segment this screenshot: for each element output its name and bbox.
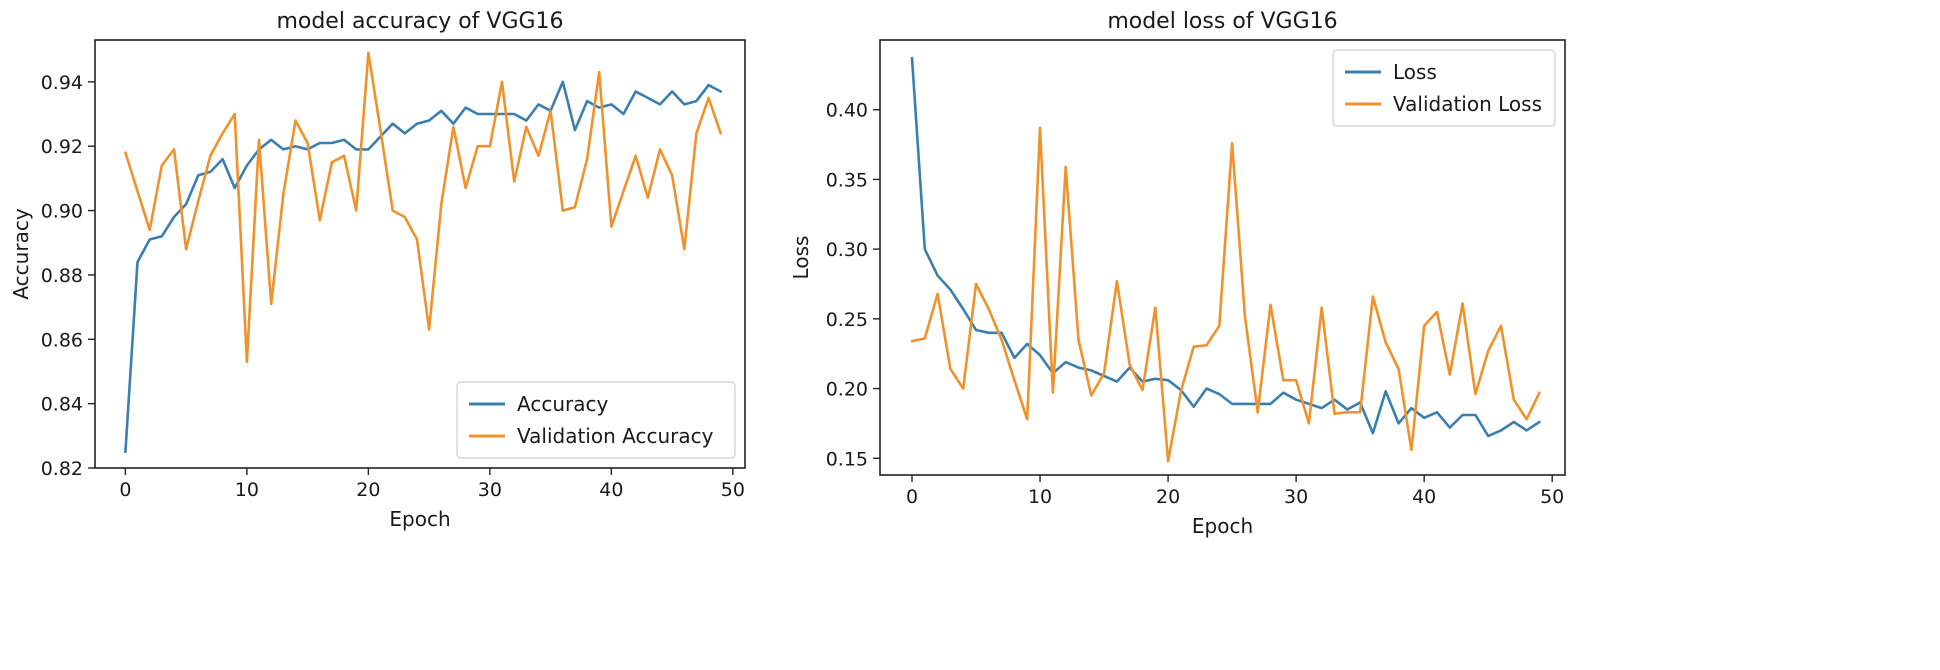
x-tick-label: 20 bbox=[356, 479, 380, 501]
y-tick-label: 0.84 bbox=[41, 394, 83, 416]
series-line-validation-loss bbox=[910, 126, 1541, 463]
legend-label: Loss bbox=[1393, 60, 1437, 84]
y-tick-label: 0.86 bbox=[41, 329, 83, 351]
x-tick-label: 10 bbox=[235, 479, 259, 501]
x-tick-label: 30 bbox=[1284, 486, 1308, 508]
x-tick-label: 50 bbox=[721, 479, 745, 501]
chart-title: model accuracy of VGG16 bbox=[276, 9, 563, 34]
y-tick-label: 0.82 bbox=[41, 458, 83, 480]
y-tick-label: 0.35 bbox=[826, 169, 868, 191]
chart-title: model loss of VGG16 bbox=[1107, 9, 1337, 34]
y-axis-label: Accuracy bbox=[9, 208, 33, 299]
legend-label: Validation Accuracy bbox=[517, 424, 714, 448]
y-tick-label: 0.30 bbox=[826, 239, 868, 261]
series-line-loss bbox=[910, 56, 1541, 438]
x-tick-label: 20 bbox=[1156, 486, 1180, 508]
x-axis-label: Epoch bbox=[1192, 514, 1253, 538]
plot-frame bbox=[94, 39, 746, 469]
y-tick-label: 0.15 bbox=[826, 448, 868, 470]
series-line-accuracy bbox=[124, 80, 722, 454]
legend-box bbox=[456, 381, 736, 459]
y-tick-label: 0.90 bbox=[41, 201, 83, 223]
y-tick-label: 0.88 bbox=[41, 265, 83, 287]
loss-chart: model loss of VGG16 Epoch Loss 0 10 20 30 40… bbox=[789, 9, 1566, 538]
y-tick-label: 0.94 bbox=[41, 72, 83, 94]
y-tick-label: 0.25 bbox=[826, 309, 868, 331]
x-tick-label: 0 bbox=[119, 479, 131, 501]
legend: Loss Validation Loss bbox=[1332, 49, 1556, 127]
x-tick-label: 40 bbox=[599, 479, 623, 501]
y-tick-label: 0.92 bbox=[41, 136, 83, 158]
x-tick-label: 50 bbox=[1540, 486, 1564, 508]
accuracy-chart: model accuracy of VGG16 Epoch Accuracy 0… bbox=[9, 9, 746, 531]
legend-label: Validation Loss bbox=[1393, 92, 1542, 116]
x-tick-label: 10 bbox=[1028, 486, 1052, 508]
x-tick-label: 0 bbox=[906, 486, 918, 508]
x-tick-label: 40 bbox=[1412, 486, 1436, 508]
legend-box bbox=[1332, 49, 1556, 127]
plot-frame bbox=[879, 39, 1566, 476]
y-tick-label: 0.40 bbox=[826, 100, 868, 122]
x-tick-label: 30 bbox=[478, 479, 502, 501]
legend-label: Accuracy bbox=[517, 392, 608, 416]
y-axis-label: Loss bbox=[789, 236, 813, 280]
y-tick-label: 0.20 bbox=[826, 379, 868, 401]
x-axis-label: Epoch bbox=[389, 507, 450, 531]
legend: Accuracy Validation Accuracy bbox=[456, 381, 736, 459]
series-line-validation-accuracy bbox=[124, 51, 722, 364]
